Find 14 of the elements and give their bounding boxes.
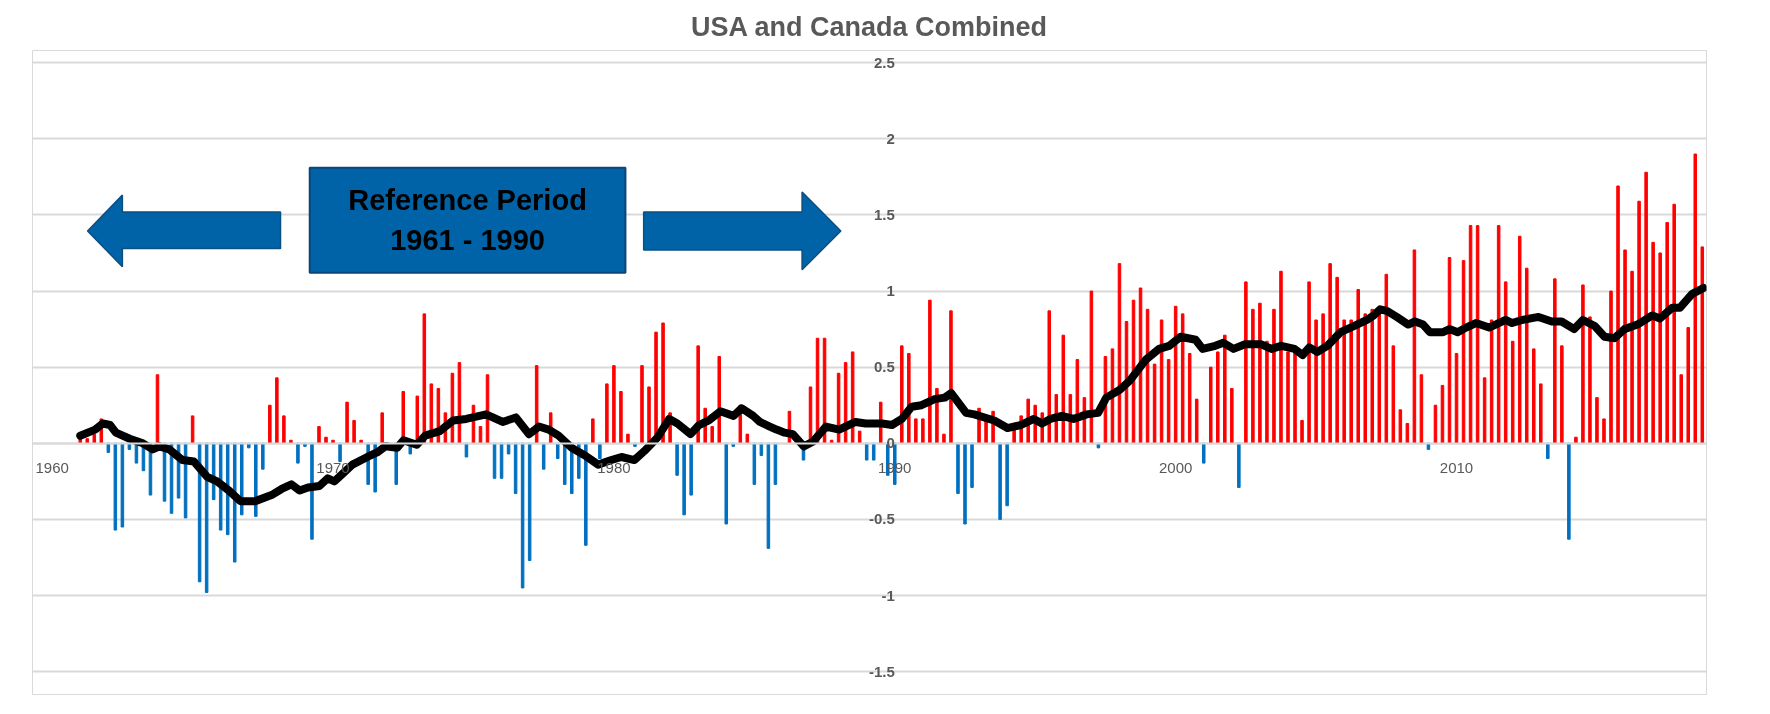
y-tick-label: 2.5 <box>873 53 895 71</box>
y-tick-label: 1.5 <box>873 205 895 223</box>
y-tick-label: -1 <box>881 586 895 604</box>
x-tick-label: 1960 <box>35 459 69 477</box>
y-tick-label: 0.5 <box>873 358 895 376</box>
annotation: Reference Period 1961 - 1990 <box>348 184 587 257</box>
y-tick-label: 2 <box>886 129 895 147</box>
x-tick-label: 2000 <box>1158 459 1193 477</box>
chart-title: USA and Canada Combined <box>690 11 1048 42</box>
y-tick-label: -0.5 <box>868 510 895 528</box>
y-tick-label: -1.5 <box>868 662 895 680</box>
y-tick-label: 1 <box>886 282 895 300</box>
x-tick-label: 1980 <box>597 459 631 477</box>
x-tick-label: 2010 <box>1439 459 1474 477</box>
